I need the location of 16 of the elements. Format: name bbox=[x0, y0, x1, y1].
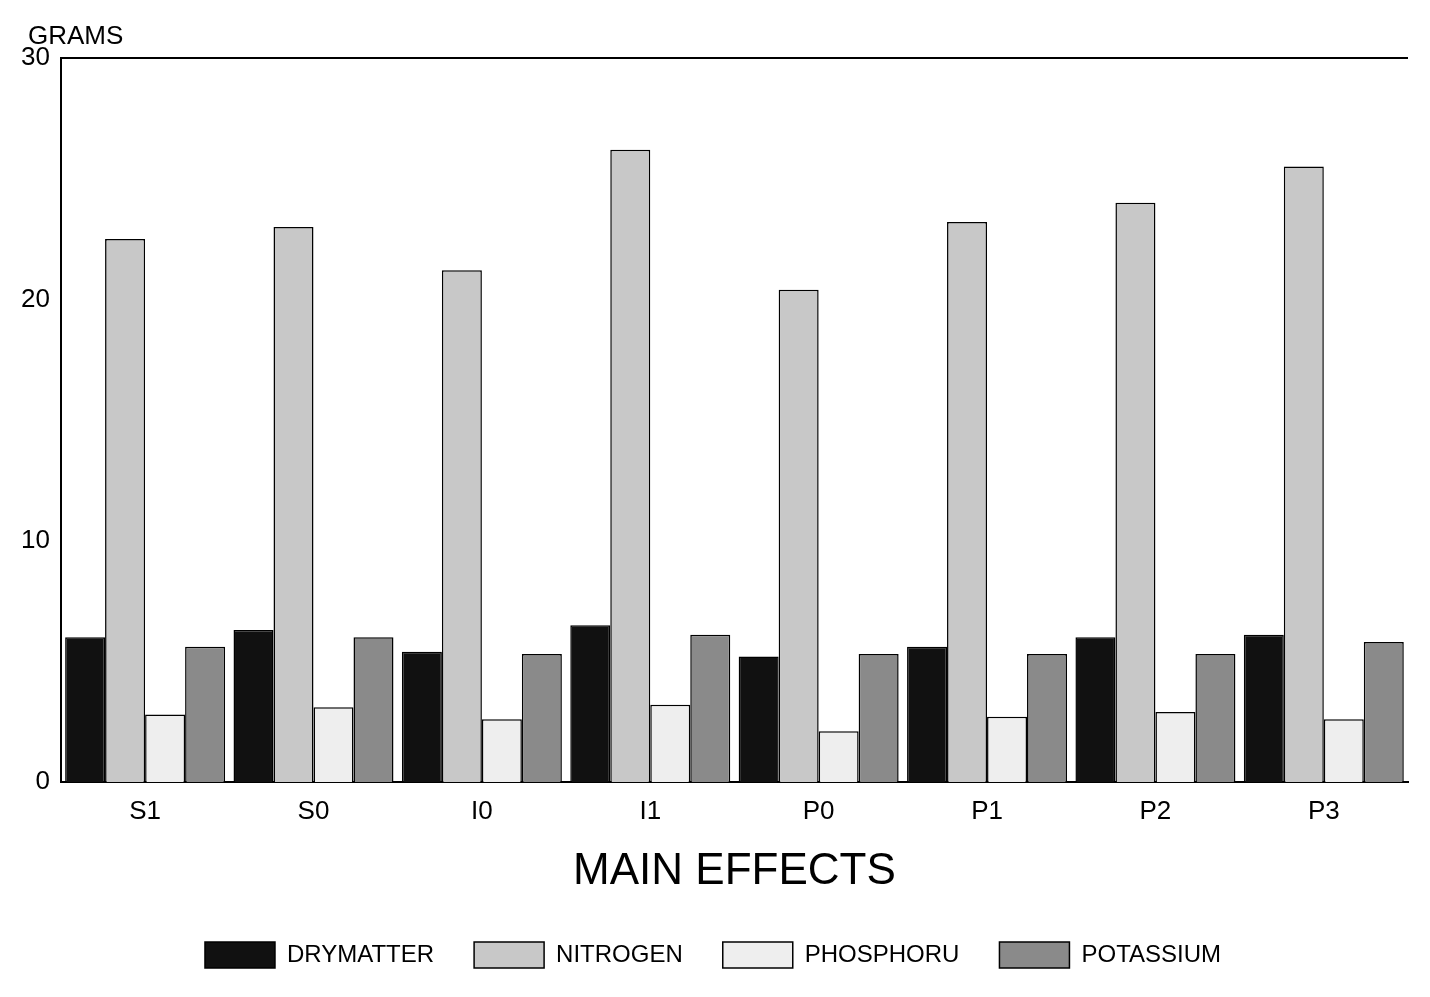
x-tick-label: P2 bbox=[1139, 794, 1172, 825]
x-axis-title: MAIN EFFECTS bbox=[573, 843, 896, 893]
x-tick-label: S1 bbox=[129, 794, 162, 825]
x-tick-label: I0 bbox=[471, 794, 493, 825]
x-tick-label: P1 bbox=[971, 794, 1003, 825]
x-tick-label: I1 bbox=[639, 794, 662, 825]
legend-label: DRYMATTER bbox=[286, 939, 435, 967]
x-tick-label: S0 bbox=[297, 794, 330, 825]
x-tick-label: P0 bbox=[802, 794, 835, 825]
legend-label: POTASSIUM bbox=[1081, 939, 1222, 967]
y-tick-label: 0 bbox=[35, 765, 50, 796]
legend-label: PHOSPHORU bbox=[804, 939, 960, 967]
y-tick-label: 20 bbox=[21, 282, 50, 313]
legend-label: NITROGEN bbox=[556, 939, 683, 967]
x-tick-label: P3 bbox=[1307, 794, 1340, 825]
y-tick-label: 10 bbox=[21, 523, 50, 554]
